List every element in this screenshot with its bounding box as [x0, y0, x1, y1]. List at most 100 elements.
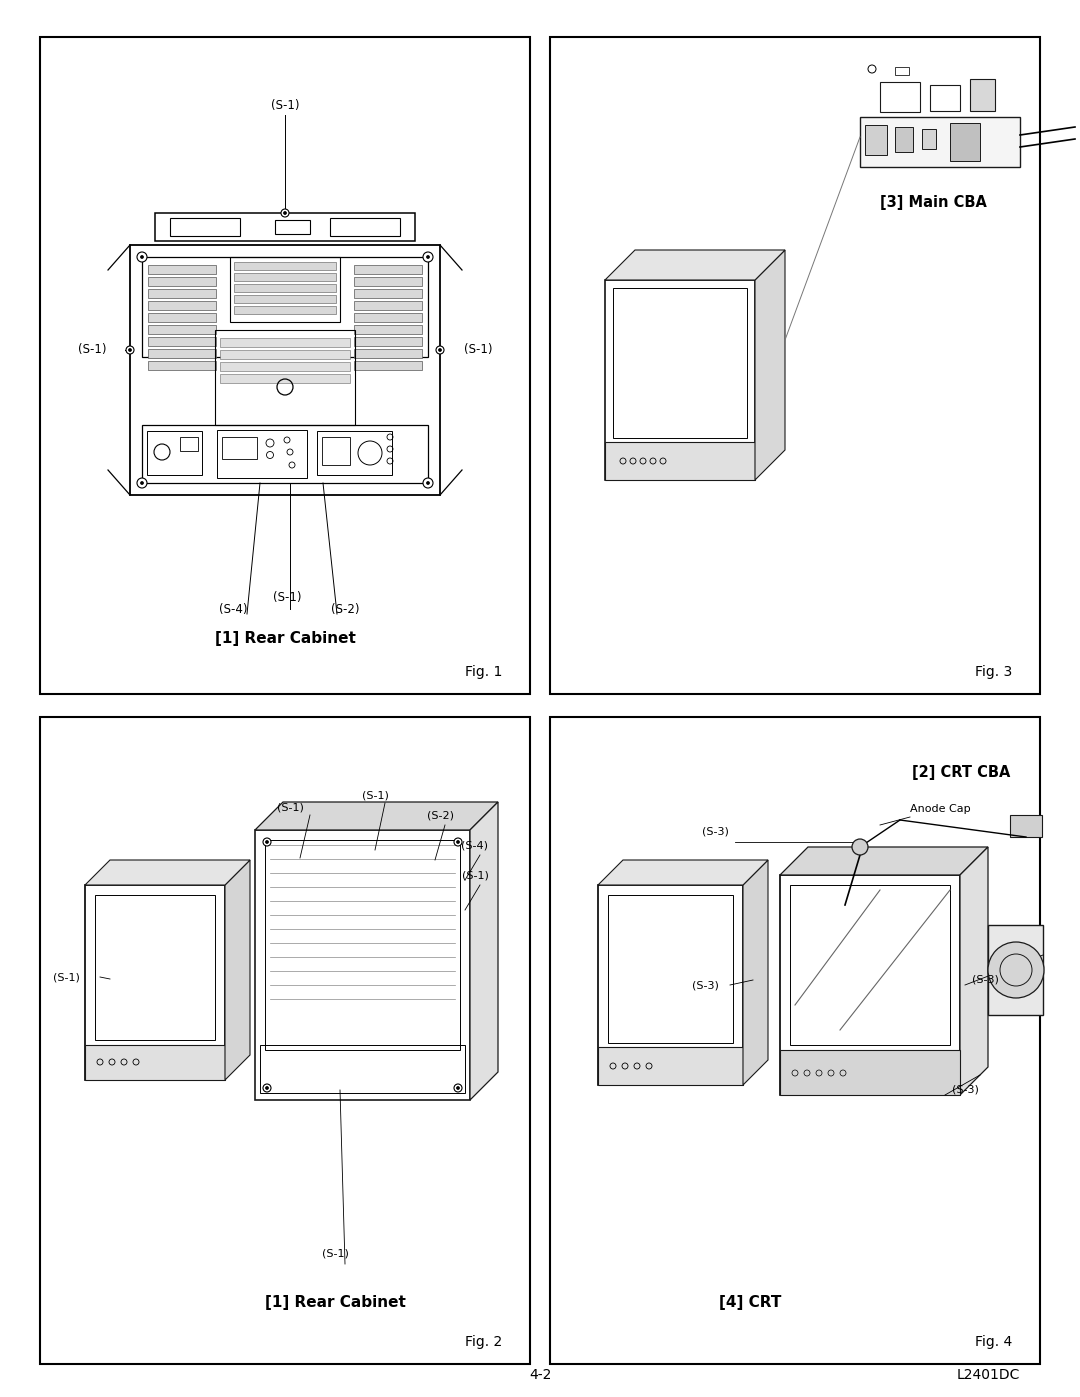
Bar	[789, 886, 950, 1045]
Bar	[354, 337, 422, 346]
Bar	[354, 265, 422, 274]
Bar	[148, 289, 216, 298]
Circle shape	[454, 838, 462, 847]
Bar	[148, 313, 216, 321]
Bar	[930, 85, 960, 110]
Text: (S-4): (S-4)	[219, 602, 247, 616]
Bar	[230, 257, 340, 321]
Bar	[318, 432, 392, 475]
Text: (S-1): (S-1)	[461, 870, 488, 880]
Bar	[354, 300, 422, 310]
Bar	[234, 263, 336, 270]
Bar	[988, 925, 1043, 1016]
Bar	[1010, 814, 1042, 837]
Polygon shape	[85, 861, 249, 886]
Circle shape	[137, 478, 147, 488]
Bar	[180, 437, 198, 451]
Bar	[148, 300, 216, 310]
Text: (S-3): (S-3)	[702, 827, 728, 837]
Bar	[970, 80, 995, 110]
Text: (S-1): (S-1)	[271, 99, 299, 112]
Bar	[220, 374, 350, 383]
Circle shape	[140, 482, 144, 485]
Text: Fig. 2: Fig. 2	[464, 1336, 502, 1350]
Bar	[148, 277, 216, 286]
Polygon shape	[743, 861, 768, 1085]
Bar	[275, 219, 310, 235]
Bar	[330, 218, 400, 236]
Polygon shape	[255, 802, 498, 830]
Bar	[148, 265, 216, 274]
Polygon shape	[605, 250, 785, 279]
Circle shape	[438, 348, 442, 352]
Text: (S-3): (S-3)	[972, 975, 998, 985]
Text: (S-1): (S-1)	[276, 802, 303, 812]
Text: [1] Rear Cabinet: [1] Rear Cabinet	[215, 631, 355, 647]
Bar	[85, 1045, 225, 1080]
Text: [4] CRT: [4] CRT	[719, 1295, 781, 1309]
Bar	[217, 430, 307, 478]
Bar	[148, 349, 216, 358]
Text: (S-1): (S-1)	[362, 789, 389, 800]
Bar	[550, 717, 1040, 1363]
Bar	[922, 129, 936, 149]
Bar	[222, 437, 257, 460]
Bar	[354, 349, 422, 358]
Polygon shape	[960, 847, 988, 1095]
Text: (S-1): (S-1)	[78, 344, 106, 356]
Text: [3] Main CBA: [3] Main CBA	[880, 194, 987, 210]
Text: (S-3): (S-3)	[691, 981, 718, 990]
Bar	[234, 295, 336, 303]
Bar	[950, 123, 980, 161]
Bar	[234, 306, 336, 314]
Polygon shape	[470, 802, 498, 1099]
Bar	[598, 886, 743, 1085]
Bar	[234, 284, 336, 292]
Bar	[220, 362, 350, 372]
Text: Fig. 3: Fig. 3	[975, 665, 1012, 679]
Bar	[95, 895, 215, 1039]
Bar	[354, 313, 422, 321]
Bar	[605, 279, 755, 481]
Text: L2401DC: L2401DC	[957, 1368, 1020, 1382]
Bar	[780, 1051, 960, 1095]
Bar	[780, 875, 960, 1095]
Circle shape	[266, 841, 269, 844]
Text: [1] Rear Cabinet: [1] Rear Cabinet	[265, 1295, 405, 1309]
Bar	[220, 351, 350, 359]
Text: Fig. 4: Fig. 4	[975, 1336, 1012, 1350]
Bar	[170, 218, 240, 236]
Circle shape	[283, 211, 286, 215]
Circle shape	[129, 348, 132, 352]
Circle shape	[457, 1087, 459, 1090]
Bar	[85, 886, 225, 1080]
Bar	[265, 840, 460, 1051]
Bar	[234, 272, 336, 281]
Bar	[598, 1046, 743, 1085]
Text: 4-2: 4-2	[529, 1368, 551, 1382]
Circle shape	[281, 210, 289, 217]
Bar	[322, 437, 350, 465]
Text: (S-1): (S-1)	[53, 972, 80, 982]
Bar	[215, 330, 355, 425]
Bar	[895, 127, 913, 152]
Bar	[354, 326, 422, 334]
Circle shape	[454, 1084, 462, 1092]
Circle shape	[423, 251, 433, 263]
Circle shape	[264, 1084, 271, 1092]
Polygon shape	[598, 861, 768, 886]
Bar	[141, 257, 428, 358]
Bar	[40, 36, 530, 694]
Bar	[354, 277, 422, 286]
Bar	[613, 288, 747, 439]
Bar	[550, 36, 1040, 694]
Text: (S-1): (S-1)	[463, 344, 492, 356]
Bar	[220, 338, 350, 346]
Text: (S-1): (S-1)	[273, 591, 301, 604]
Bar	[40, 717, 530, 1363]
Bar	[148, 326, 216, 334]
Circle shape	[266, 1087, 269, 1090]
Bar	[860, 117, 1020, 168]
Bar	[354, 289, 422, 298]
Text: (S-4): (S-4)	[461, 840, 488, 849]
